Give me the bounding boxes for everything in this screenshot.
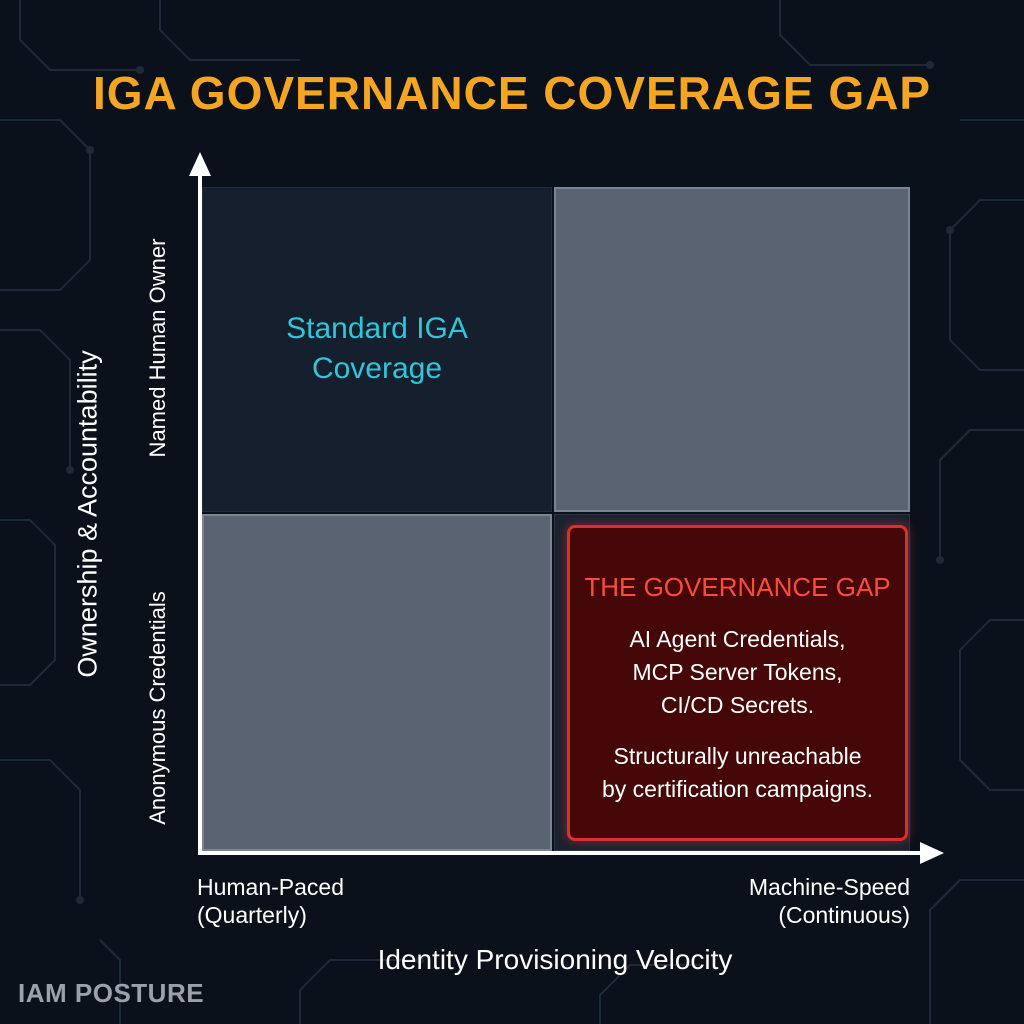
x-axis-high-label-line1: Machine-Speed [748, 874, 910, 900]
gap-line-4: Structurally unreachable [613, 743, 862, 769]
governance-gap-heading: THE GOVERNANCE GAP [584, 572, 891, 602]
y-axis-title: Ownership & Accountability [72, 350, 103, 678]
governance-gap-box: THE GOVERNANCE GAP AI Agent Credentials,… [567, 525, 908, 841]
x-axis-low-label-line2: (Quarterly) [197, 902, 307, 928]
quadrant-bottom-left [202, 514, 552, 851]
gap-line-2: MCP Server Tokens, [632, 659, 843, 685]
x-axis-low-label: Human-Paced (Quarterly) [197, 873, 344, 929]
quadrant-top-right [554, 187, 910, 512]
x-axis-high-label-line2: (Continuous) [778, 902, 910, 928]
gap-line-5: by certification campaigns. [601, 776, 873, 802]
y-axis-line [198, 172, 202, 855]
coverage-label-line2: Coverage [311, 352, 443, 385]
coverage-label-line1: Standard IGA [286, 312, 468, 345]
x-axis-low-label-line1: Human-Paced [197, 874, 345, 900]
quadrant-top-left [202, 187, 552, 512]
x-axis-high-label: Machine-Speed (Continuous) [680, 873, 910, 929]
x-axis-arrow-icon [920, 842, 944, 864]
chart-title: IGA GOVERNANCE COVERAGE GAP [92, 67, 932, 119]
x-axis-line [198, 851, 932, 855]
gap-line-1: AI Agent Credentials, [629, 626, 846, 652]
y-axis-high-label: Named Human Owner [145, 238, 170, 458]
y-axis-low-label: Anonymous Credentials [145, 591, 170, 825]
y-axis-arrow-icon [189, 152, 211, 176]
gap-line-3: CI/CD Secrets. [660, 692, 815, 718]
x-axis-title: Identity Provisioning Velocity [377, 944, 733, 975]
brand-logo: IAM POSTURE [18, 978, 205, 1008]
